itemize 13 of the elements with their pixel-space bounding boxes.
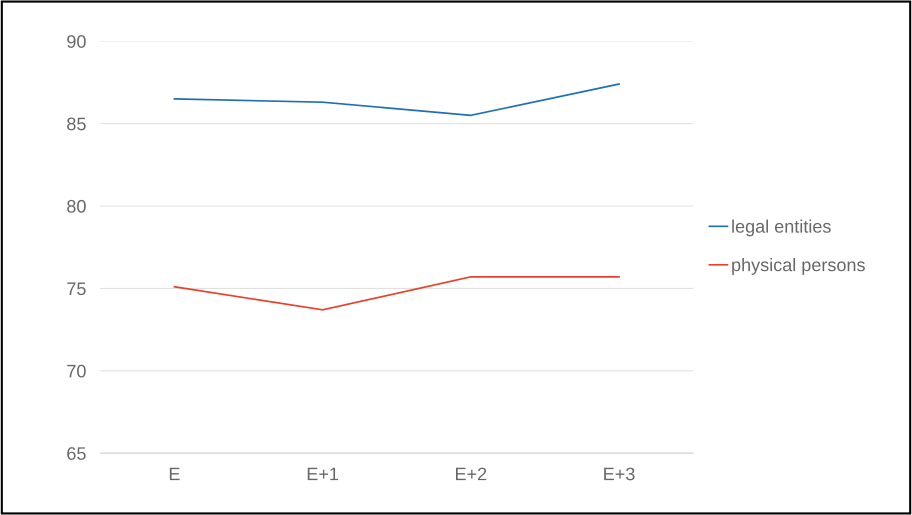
legend-label: legal entities xyxy=(732,220,831,236)
line-series xyxy=(174,83,620,116)
y-tick-label: 85 xyxy=(67,118,86,130)
y-tick-label: 80 xyxy=(67,200,86,213)
x-tick-label: E xyxy=(170,468,180,480)
x-tick-label: E+2 xyxy=(456,468,486,480)
x-tick-label: E+3 xyxy=(604,468,635,480)
y-tick-label: 90 xyxy=(67,35,86,48)
y-tick-label: 65 xyxy=(67,447,86,460)
y-tick-label: 70 xyxy=(67,364,86,378)
x-tick-label: E+1 xyxy=(308,468,338,480)
legend-label: physical persons xyxy=(732,258,865,275)
y-tick-label: 75 xyxy=(67,282,86,296)
